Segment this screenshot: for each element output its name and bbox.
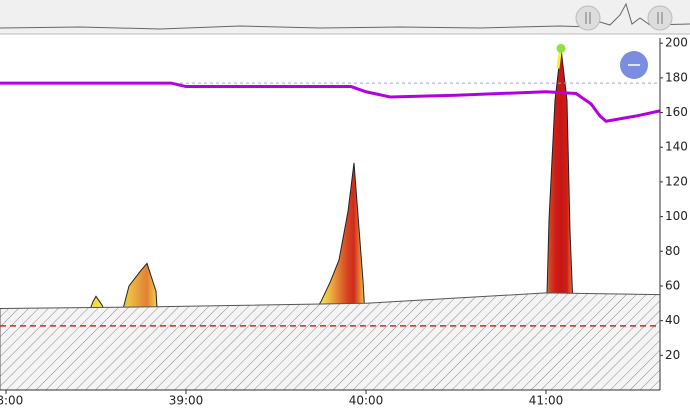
overview-strip[interactable] bbox=[0, 0, 690, 35]
plot-area bbox=[0, 43, 660, 390]
axes: 20 40 60 80 100 120 140 160 180 200 38:00 39:00 40:0… bbox=[0, 36, 688, 408]
x-tick-label: 40:00 bbox=[349, 394, 384, 408]
y-tick-label: 200 bbox=[665, 36, 688, 50]
x-tick-label: 39:00 bbox=[169, 394, 204, 408]
y-tick-label: 20 bbox=[665, 348, 680, 362]
x-tick-label: 38:00 bbox=[0, 394, 23, 408]
peak-stem bbox=[556, 52, 562, 69]
heart-rate-line bbox=[0, 81, 660, 123]
y-tick-label: 140 bbox=[665, 140, 688, 154]
y-tick-label: 80 bbox=[665, 244, 680, 258]
range-handle[interactable] bbox=[647, 5, 673, 31]
y-tick-label: 160 bbox=[665, 105, 688, 119]
peak-marker bbox=[556, 43, 566, 53]
x-tick-label: 41:00 bbox=[529, 394, 564, 408]
range-handle[interactable] bbox=[575, 5, 601, 31]
zoom-out-button[interactable] bbox=[620, 51, 648, 79]
y-tick-label: 40 bbox=[665, 313, 680, 327]
y-tick-label: 120 bbox=[665, 174, 688, 188]
y-tick-label: 60 bbox=[665, 278, 680, 292]
y-tick-label: 180 bbox=[665, 70, 688, 84]
baseline-area bbox=[0, 292, 660, 390]
y-tick-label: 100 bbox=[665, 209, 688, 223]
